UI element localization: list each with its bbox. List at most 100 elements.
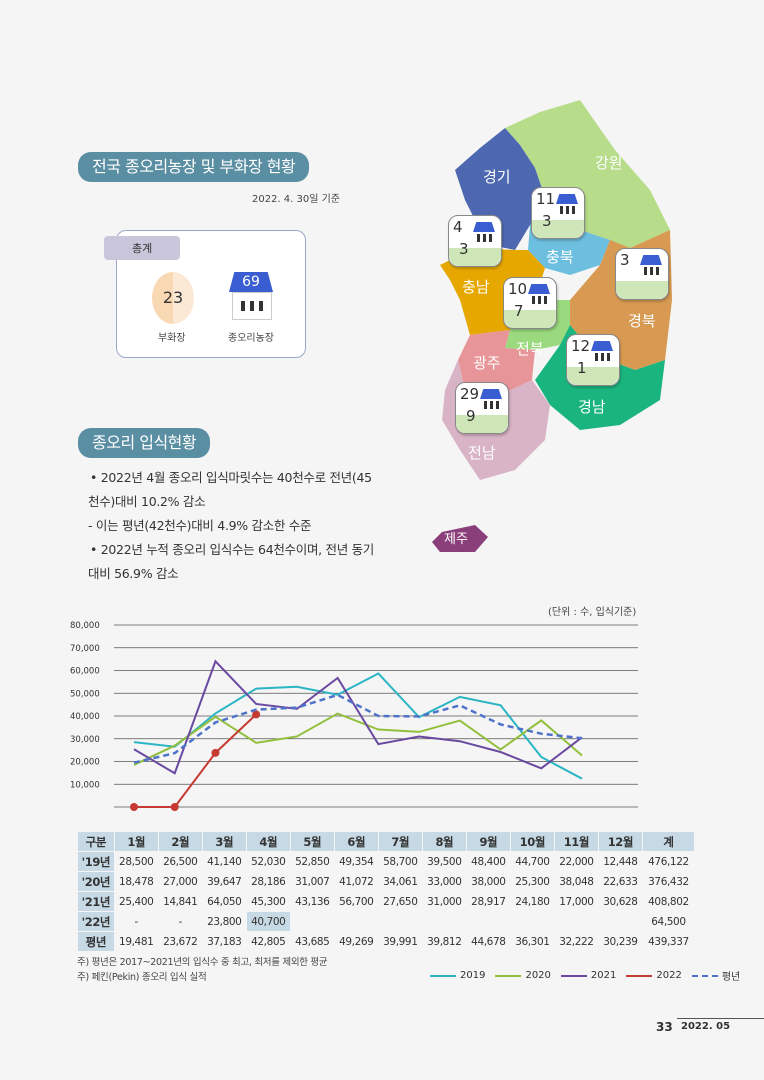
region-jeju: [432, 525, 488, 552]
table-cell: 39,647: [207, 875, 242, 888]
page-number: 33: [656, 1020, 673, 1034]
badge-bottom: [504, 310, 556, 328]
table-cell: 38,000: [471, 875, 506, 888]
legend-label: 2022: [656, 970, 682, 981]
farm-count: 11: [536, 190, 556, 208]
table-cell: 27,650: [383, 895, 418, 908]
table-cell: 45,300: [251, 895, 286, 908]
table-cell: [379, 912, 422, 931]
table-cell: 58,700: [383, 855, 418, 868]
table-cell: 23,800: [207, 915, 242, 928]
table-header: 1월: [114, 832, 158, 851]
farm-house-icon: [473, 222, 495, 232]
region-label: 경북: [628, 312, 656, 330]
table-cell: 39,991: [383, 935, 418, 948]
y-tick-label: 10,000: [70, 780, 100, 790]
farm-house-icon: [480, 389, 502, 399]
table-cell: 52,850: [295, 855, 330, 868]
page-date: 2022. 05: [681, 1021, 731, 1032]
legend-label: 평년: [721, 972, 741, 983]
badge-bottom: [532, 220, 584, 238]
table-cell: 408,802: [648, 895, 689, 908]
table-row: 평년 19,481 23,672 37,183 42,805 43,685 49,269 39…: [78, 932, 694, 951]
hatchery-count: 3: [459, 240, 469, 258]
farm-count: 3: [620, 251, 630, 269]
bullet-line: 천수)대비 10.2% 감소: [88, 494, 206, 509]
row-header: '19년: [78, 852, 114, 871]
region-badge: 10 7: [503, 277, 557, 329]
table-cell: 39,812: [427, 935, 462, 948]
table-cell: [423, 912, 466, 931]
table-cell: 17,000: [559, 895, 594, 908]
table-cell: -: [178, 915, 183, 928]
farm-house-icon: [591, 341, 613, 351]
table-header: 10월: [510, 832, 554, 851]
farm-house-body: [591, 351, 613, 363]
page-rule: [677, 1018, 764, 1019]
farm-house-body: [480, 399, 502, 411]
table-header: 4월: [246, 832, 290, 851]
table-cell: 43,685: [295, 935, 330, 948]
table-cell: 49,269: [339, 935, 374, 948]
table-cell: 22,633: [603, 875, 638, 888]
table-header: 11월: [554, 832, 598, 851]
table-cell: 18,478: [119, 875, 154, 888]
table-cell: 41,072: [339, 875, 374, 888]
farm-house-body: [473, 232, 495, 244]
table-cell: 28,500: [119, 855, 154, 868]
stocking-table: 구분 1월 2월 3월 4월 5월 6월 7월 8월 9월 10월 11월 12월 계 '19년 28,50…: [77, 831, 695, 952]
table-cell: [291, 912, 334, 931]
table-cell: 37,183: [207, 935, 242, 948]
table-header: 구분: [78, 832, 114, 851]
farm-count: 29: [460, 385, 480, 403]
table-cell: 22,000: [559, 855, 594, 868]
farm-house-body: [232, 292, 272, 320]
badge-bottom: [616, 281, 668, 299]
table-cell: 36,301: [515, 935, 550, 948]
region-label: 강원: [595, 154, 623, 172]
y-tick-label: 50,000: [70, 689, 100, 699]
row-header: '20년: [78, 872, 114, 891]
farm-house-icon: [556, 194, 578, 204]
table-cell: 25,400: [119, 895, 154, 908]
table-cell: -: [134, 915, 139, 928]
table-header: 6월: [334, 832, 378, 851]
table-cell: 25,300: [515, 875, 550, 888]
legend-label: 2020: [525, 970, 551, 981]
table-cell: 64,500: [651, 915, 686, 928]
legend-label: 2019: [460, 970, 486, 981]
hatchery-count: 3: [542, 212, 552, 230]
farm-count: 4: [453, 218, 463, 236]
table-cell: 12,448: [603, 855, 638, 868]
table-cell: 44,678: [471, 935, 506, 948]
table-header: 2월: [158, 832, 202, 851]
legend-swatch: [495, 974, 522, 977]
footnote: 주) 페킨(Pekin) 종오리 입식 실적: [77, 972, 207, 983]
series-point-2022: [211, 748, 220, 757]
table-header: 12월: [598, 832, 642, 851]
table-row: '22년 - - 23,800 40,700 64,500: [78, 912, 694, 931]
y-tick-label: 40,000: [70, 712, 100, 722]
region-badge: 12 1: [566, 334, 620, 386]
region-badge: 11 3: [531, 187, 585, 239]
y-tick-label: 30,000: [70, 735, 100, 745]
legend-swatch: [691, 974, 718, 977]
region-label: 경남: [578, 398, 606, 416]
legend-swatch: [560, 974, 587, 977]
region-badge: 3: [615, 248, 669, 300]
chart-legend: 2019 2020 2021 2022 평년: [430, 968, 740, 983]
korea-map: 강원 경기 충북 충남 경북 전북 광주 경남 전남 제주: [432, 100, 672, 552]
hatchery-count: 7: [514, 302, 524, 320]
table-header: 8월: [422, 832, 466, 851]
table-cell: 56,700: [339, 895, 374, 908]
y-tick-label: 70,000: [70, 644, 100, 654]
section-title-stocking: 종오리 입식현황: [78, 428, 211, 458]
table-cell: 34,061: [383, 875, 418, 888]
legend-swatch: [626, 974, 653, 977]
series-line-2020: [133, 712, 583, 766]
legend-label: 2021: [590, 970, 617, 981]
table-cell: 14,841: [163, 895, 198, 908]
table-cell: 49,354: [339, 855, 374, 868]
y-tick-label: 20,000: [70, 758, 100, 768]
y-tick-label: 60,000: [70, 667, 100, 677]
